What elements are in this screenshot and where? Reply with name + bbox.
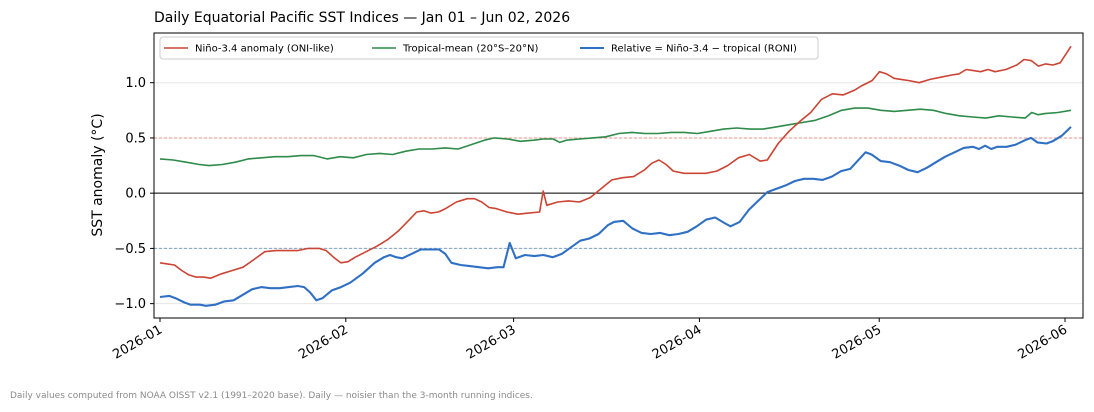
x-tick-label-3: 2026-04 (650, 322, 705, 362)
x-tick-label-0: 2026-01 (110, 322, 165, 362)
series-lines (159, 45, 1072, 307)
legend-box (159, 36, 819, 60)
plot-frame (153, 32, 1084, 319)
y-axis-ticks: −1.0 −0.5 0.0 0.5 1.0 (114, 76, 154, 312)
y-tick-label-0: −1.0 (114, 297, 146, 312)
x-tick-label-5: 2026-06 (1015, 322, 1070, 362)
y-tick-label-4: 1.0 (125, 76, 146, 91)
x-tick-label-2: 2026-03 (464, 322, 519, 362)
series-line-1 (159, 107, 1072, 167)
reference-lines (154, 137, 1083, 249)
x-axis-ticks: 2026-01 2026-02 2026-03 2026-04 2026-05 2026-… (110, 318, 1070, 363)
y-tick-label-1: −0.5 (114, 242, 146, 257)
x-tick-label-1: 2026-02 (296, 322, 351, 362)
chart-title: Daily Equatorial Pacific SST Indices — J… (154, 10, 570, 26)
series-line-2 (159, 126, 1072, 307)
footnote: Daily values computed from NOAA OISST v2… (10, 391, 533, 401)
legend-label-2: Relative = Niño-3.4 − tropical (RONI) (611, 44, 797, 55)
legend-label-0: Niño-3.4 anomaly (ONI-like) (195, 44, 334, 55)
y-axis-label: SST anomaly (°C) (90, 113, 106, 236)
x-tick-label-4: 2026-05 (830, 322, 885, 362)
legend-label-1: Tropical-mean (20°S–20°N) (402, 44, 539, 55)
legend: Niño-3.4 anomaly (ONI-like) Tropical-mean… (159, 36, 819, 60)
y-tick-label-3: 0.5 (125, 131, 146, 146)
y-tick-label-2: 0.0 (125, 187, 146, 202)
series-line-0 (159, 45, 1072, 279)
